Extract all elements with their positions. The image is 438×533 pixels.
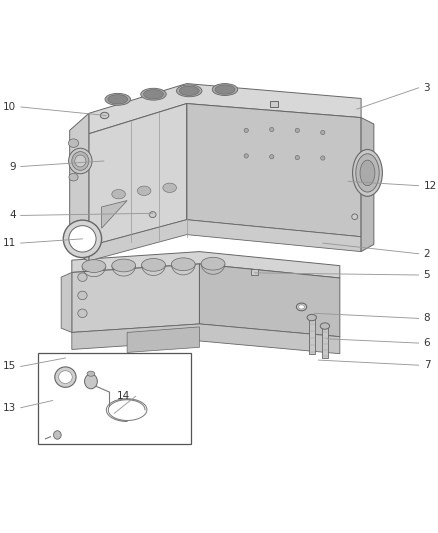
Ellipse shape [321,131,325,135]
Ellipse shape [244,154,248,158]
Ellipse shape [105,93,131,105]
Ellipse shape [75,155,86,167]
Ellipse shape [307,314,316,321]
Bar [271,101,278,107]
Text: 3: 3 [424,83,430,93]
Ellipse shape [299,305,304,309]
Polygon shape [127,327,199,352]
Ellipse shape [72,151,89,171]
Polygon shape [72,264,199,333]
Text: 7: 7 [424,360,430,370]
Ellipse shape [149,212,156,217]
Text: 10: 10 [3,102,16,112]
Ellipse shape [320,323,330,329]
Ellipse shape [64,220,102,257]
Text: 4: 4 [9,211,16,221]
Polygon shape [89,220,361,261]
Ellipse shape [295,128,300,133]
Polygon shape [199,264,340,337]
Polygon shape [361,118,374,252]
Ellipse shape [201,257,225,270]
Ellipse shape [68,139,78,148]
Ellipse shape [215,85,235,94]
Bar [322,326,328,358]
Polygon shape [70,114,89,261]
Ellipse shape [295,156,300,160]
Ellipse shape [352,214,358,220]
Ellipse shape [108,95,128,104]
Ellipse shape [85,374,97,389]
Text: 15: 15 [2,361,16,372]
Text: 2: 2 [424,249,430,259]
Ellipse shape [112,259,136,272]
Ellipse shape [53,431,61,439]
Ellipse shape [138,186,151,196]
Polygon shape [89,103,187,246]
Ellipse shape [356,154,379,192]
Text: 5: 5 [424,270,430,280]
Ellipse shape [78,291,87,300]
Ellipse shape [212,84,238,95]
Ellipse shape [297,303,307,311]
Ellipse shape [171,258,195,271]
Polygon shape [72,324,340,354]
Polygon shape [187,103,361,237]
Bar [251,269,258,274]
Ellipse shape [100,112,109,119]
Ellipse shape [321,156,325,160]
Ellipse shape [78,309,87,318]
Polygon shape [89,84,361,134]
Text: 8: 8 [424,313,430,324]
Ellipse shape [87,371,95,376]
Bar [38,353,191,445]
Text: 11: 11 [2,238,16,248]
Text: 12: 12 [424,181,437,191]
Ellipse shape [144,90,163,99]
Ellipse shape [244,128,248,133]
Ellipse shape [69,225,96,252]
Ellipse shape [112,190,125,199]
Ellipse shape [270,155,274,159]
Text: 14: 14 [117,391,131,401]
Ellipse shape [141,88,166,100]
Polygon shape [102,200,127,228]
Ellipse shape [69,148,92,174]
Ellipse shape [360,160,375,185]
Ellipse shape [179,86,199,95]
Bar [309,318,315,354]
Ellipse shape [55,367,76,387]
Ellipse shape [270,127,274,132]
Ellipse shape [59,371,72,383]
Text: 9: 9 [9,161,16,172]
Ellipse shape [353,150,382,196]
Ellipse shape [177,85,202,97]
Text: 13: 13 [2,403,16,413]
Ellipse shape [163,183,177,192]
Text: 6: 6 [424,338,430,348]
Polygon shape [72,252,340,278]
Polygon shape [61,272,72,333]
Ellipse shape [141,259,166,271]
Ellipse shape [69,173,78,181]
Ellipse shape [82,260,106,272]
Ellipse shape [78,273,87,281]
